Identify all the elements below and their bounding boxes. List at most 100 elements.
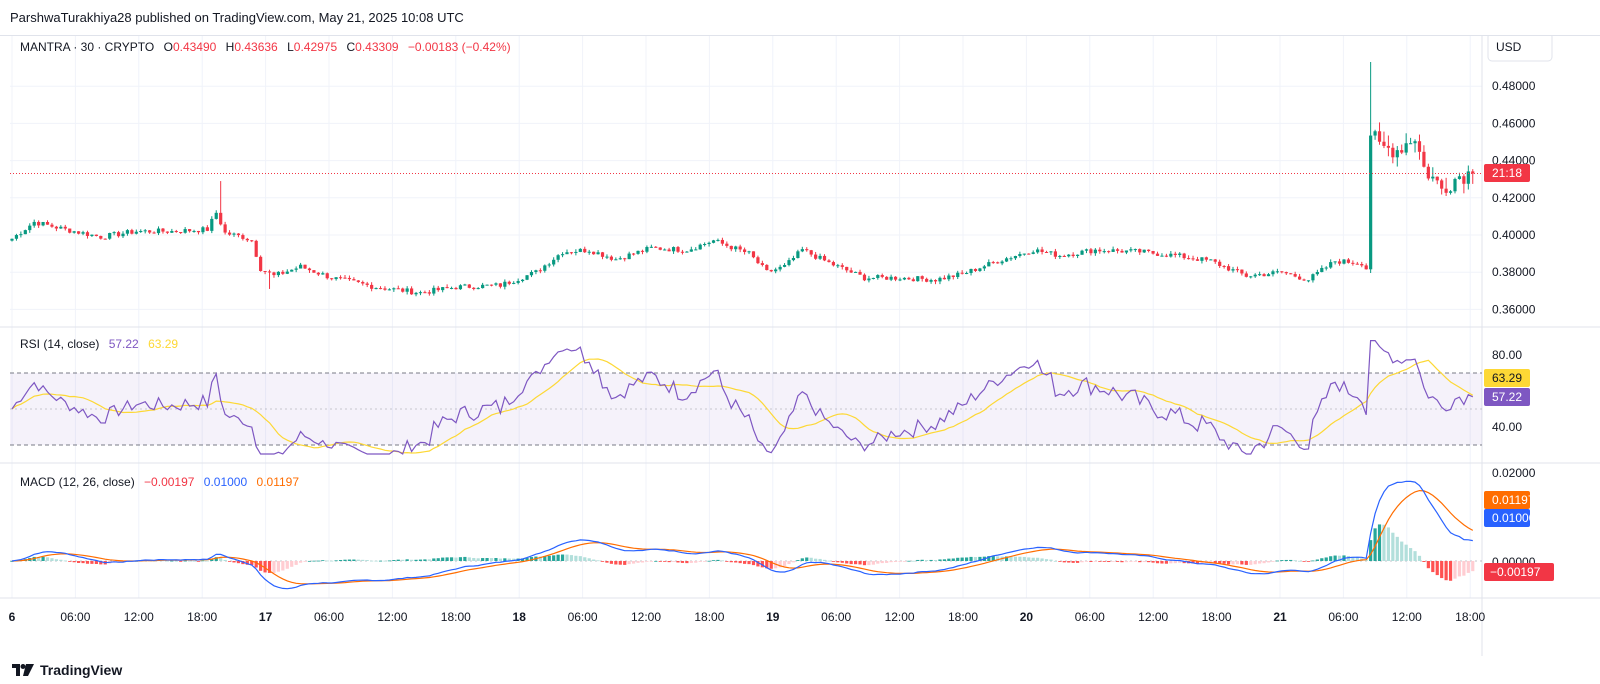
candle[interactable] — [1400, 144, 1404, 155]
candle[interactable] — [441, 286, 445, 293]
candle[interactable] — [1320, 265, 1324, 273]
candle[interactable] — [205, 225, 209, 232]
candle[interactable] — [805, 247, 809, 252]
candle[interactable] — [316, 272, 320, 277]
candle[interactable] — [956, 270, 960, 280]
candle[interactable] — [840, 263, 844, 270]
candle[interactable] — [1355, 261, 1359, 265]
candle[interactable] — [50, 222, 54, 228]
candle[interactable] — [276, 271, 280, 278]
candle[interactable] — [476, 287, 480, 290]
candle[interactable] — [1155, 251, 1160, 256]
candle[interactable] — [454, 286, 458, 290]
candle[interactable] — [1329, 259, 1333, 269]
candle[interactable] — [1342, 259, 1346, 265]
candle[interactable] — [1058, 254, 1062, 259]
candle[interactable] — [503, 279, 507, 290]
candle[interactable] — [627, 251, 631, 260]
candle[interactable] — [1289, 272, 1293, 275]
candle[interactable] — [1324, 266, 1328, 271]
candle[interactable] — [787, 257, 791, 267]
candle[interactable] — [214, 210, 218, 220]
candle[interactable] — [978, 267, 982, 272]
candle[interactable] — [747, 250, 751, 255]
candle[interactable] — [1004, 256, 1009, 263]
candle[interactable] — [63, 224, 67, 231]
candle[interactable] — [1306, 280, 1311, 283]
candle[interactable] — [232, 232, 236, 237]
candle[interactable] — [1302, 278, 1306, 281]
candle[interactable] — [1240, 269, 1244, 276]
candle[interactable] — [1213, 258, 1217, 264]
candle[interactable] — [436, 285, 440, 292]
candle[interactable] — [32, 219, 36, 228]
candle[interactable] — [969, 268, 973, 276]
candle[interactable] — [94, 234, 98, 237]
candle[interactable] — [321, 271, 325, 275]
candle[interactable] — [1040, 246, 1044, 255]
candle[interactable] — [1275, 268, 1279, 274]
candle[interactable] — [72, 230, 76, 234]
candle[interactable] — [347, 275, 352, 281]
candle[interactable] — [1138, 248, 1142, 255]
candle[interactable] — [1293, 271, 1297, 278]
candle[interactable] — [1333, 261, 1337, 265]
candle[interactable] — [809, 249, 813, 257]
candle[interactable] — [538, 268, 542, 274]
candle[interactable] — [1129, 247, 1133, 253]
candle[interactable] — [392, 287, 396, 292]
candle[interactable] — [68, 228, 72, 234]
candle[interactable] — [498, 283, 502, 289]
candle[interactable] — [725, 241, 729, 248]
candle[interactable] — [1382, 131, 1386, 149]
candle[interactable] — [560, 252, 565, 258]
candle[interactable] — [1062, 254, 1066, 257]
candle[interactable] — [1182, 252, 1186, 260]
candle[interactable] — [574, 249, 578, 256]
candle[interactable] — [902, 277, 907, 281]
candle[interactable] — [116, 230, 121, 238]
candle[interactable] — [312, 270, 316, 273]
candle[interactable] — [1044, 250, 1049, 253]
candle[interactable] — [680, 249, 685, 255]
candle[interactable] — [427, 290, 431, 296]
candle[interactable] — [947, 273, 951, 282]
candle[interactable] — [623, 257, 627, 262]
candle[interactable] — [28, 223, 32, 233]
candle[interactable] — [569, 251, 574, 255]
candle[interactable] — [565, 249, 569, 255]
candle[interactable] — [1409, 137, 1413, 145]
candle[interactable] — [876, 274, 880, 280]
candle[interactable] — [543, 264, 547, 273]
candle[interactable] — [796, 249, 800, 259]
candle[interactable] — [814, 251, 818, 260]
candle[interactable] — [1431, 167, 1435, 182]
candle[interactable] — [743, 247, 747, 255]
candle[interactable] — [1173, 251, 1177, 258]
candle[interactable] — [1067, 254, 1071, 258]
candle[interactable] — [210, 216, 214, 234]
candle[interactable] — [103, 238, 107, 240]
candle[interactable] — [973, 268, 978, 272]
candle[interactable] — [387, 288, 391, 291]
candle[interactable] — [1417, 134, 1422, 160]
candle[interactable] — [583, 246, 587, 253]
symbol-label[interactable]: MANTRA · 30 · CRYPTO — [20, 40, 154, 54]
candle[interactable] — [1036, 247, 1040, 254]
candle[interactable] — [192, 229, 196, 233]
candle[interactable] — [374, 287, 378, 290]
candle[interactable] — [1315, 269, 1319, 276]
candle[interactable] — [37, 220, 41, 228]
candle[interactable] — [134, 229, 138, 235]
candle[interactable] — [734, 245, 738, 252]
candle[interactable] — [600, 251, 605, 260]
candle[interactable] — [951, 275, 955, 280]
candle[interactable] — [285, 269, 289, 275]
candle[interactable] — [449, 286, 454, 290]
candle[interactable] — [241, 233, 245, 241]
candle[interactable] — [1262, 273, 1266, 277]
candle[interactable] — [1266, 273, 1271, 277]
candle[interactable] — [1111, 246, 1115, 252]
candle[interactable] — [401, 287, 405, 293]
candle[interactable] — [196, 230, 201, 235]
